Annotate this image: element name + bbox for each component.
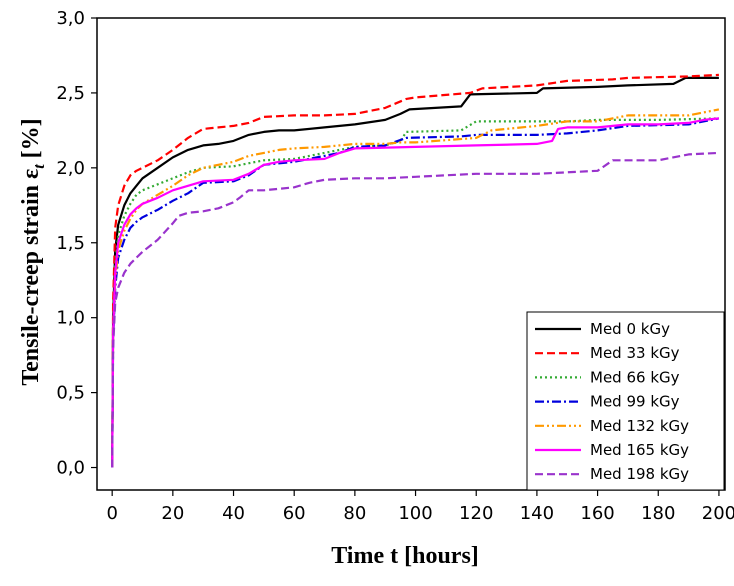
- legend-label: Med 33 kGy: [590, 344, 680, 362]
- x-tick-label: 0: [106, 503, 117, 524]
- x-axis: 0 20 40 60 80 100 120 140 160 180 200: [106, 490, 734, 524]
- series-line-5: [111, 108, 720, 468]
- series-line-3: [111, 117, 719, 468]
- x-tick-label: 20: [161, 503, 184, 524]
- y-axis-title-main: Tensile-creep strain ε: [18, 169, 44, 386]
- y-tick-label: 1,5: [56, 233, 85, 254]
- legend-label: Med 165 kGy: [590, 441, 689, 459]
- legend-label: Med 132 kGy: [590, 417, 689, 435]
- y-axis: 0,0 0,5 1,0 1,5 2,0 2,5 3,0: [56, 8, 97, 479]
- plot-frame: [96, 17, 726, 491]
- legend-label: Med 198 kGy: [590, 465, 689, 483]
- legend-label: Med 0 kGy: [590, 320, 670, 338]
- series-line-1: [111, 76, 719, 468]
- series-line-6: [111, 117, 720, 468]
- legend: Med 0 kGy Med 33 kGy Med 66 kGy Med 99 kGy M…: [526, 311, 725, 491]
- x-tick-label: 100: [398, 503, 432, 524]
- x-tick-label: 40: [222, 503, 245, 524]
- legend-label: Med 66 kGy: [590, 368, 680, 386]
- legend-label: Med 99 kGy: [590, 393, 680, 411]
- series-line-2: [111, 73, 719, 468]
- y-tick-label: 2,0: [56, 158, 85, 179]
- x-tick-label: 180: [641, 503, 675, 524]
- x-tick-label: 160: [580, 503, 614, 524]
- series-layer: [111, 73, 720, 468]
- series-line-7: [111, 151, 719, 468]
- x-tick-label: 120: [459, 503, 493, 524]
- y-tick-label: 2,5: [56, 83, 85, 104]
- y-axis-title-unit: [%]: [18, 118, 44, 164]
- x-tick-label: 80: [343, 503, 366, 524]
- x-tick-label: 200: [702, 503, 734, 524]
- x-tick-label: 60: [283, 503, 306, 524]
- x-axis-title: Time t [hours]: [331, 543, 479, 569]
- y-tick-label: 0,0: [56, 458, 85, 479]
- y-axis-title-subscript: t: [31, 164, 48, 169]
- y-tick-label: 1,0: [56, 308, 85, 329]
- y-axis-title: Tensile-creep strain εt [%]: [18, 118, 48, 385]
- y-tick-label: 3,0: [56, 8, 85, 29]
- y-tick-label: 0,5: [56, 383, 85, 404]
- x-tick-label: 140: [520, 503, 554, 524]
